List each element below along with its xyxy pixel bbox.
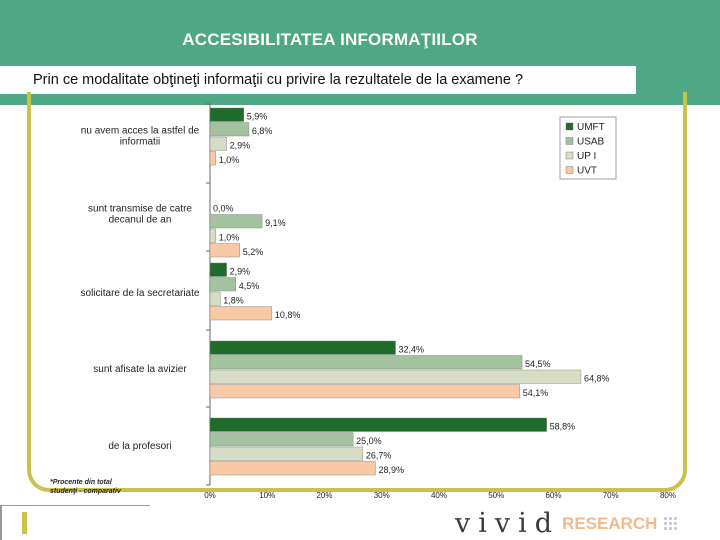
x-tick-label: 10% [259, 491, 275, 500]
footnote-line-1: *Procente din total [50, 479, 112, 486]
slide-title: ACCESIBILITATEA INFORMAŢIILOR [182, 30, 478, 49]
x-tick-label: 20% [316, 491, 332, 500]
bar [209, 432, 354, 447]
bar [209, 277, 236, 292]
x-tick-label: 30% [374, 491, 390, 500]
data-label: 1,0% [219, 155, 240, 165]
category-label: solicitare de la secretariate [81, 288, 200, 299]
data-label: 54,5% [525, 359, 551, 369]
bar [209, 107, 244, 122]
category-label: decanul de an [109, 215, 172, 226]
bar [209, 151, 216, 166]
brand-research-text: RESEARCH [562, 513, 658, 533]
brand-vivid-text: vivid [455, 508, 561, 539]
x-tick-label: 50% [488, 491, 504, 500]
bar [209, 417, 547, 432]
x-tick-label: 70% [603, 491, 619, 500]
data-label: 32,4% [398, 345, 424, 355]
bar [209, 355, 523, 370]
legend-label: UP I [577, 151, 596, 162]
legend-swatch [565, 166, 574, 174]
bar [209, 369, 582, 384]
data-label: 54,1% [523, 388, 549, 398]
slide-subtitle: Prin ce modalitate obţineţi informaţii c… [0, 66, 636, 94]
x-tick-label: 60% [545, 491, 561, 500]
data-label: 9,1% [265, 218, 286, 228]
legend-swatch [565, 122, 574, 131]
category-label: sunt afisate la avizier [93, 364, 187, 375]
data-label: 5,2% [243, 247, 264, 257]
data-label: 5,9% [247, 112, 268, 122]
data-label: 10,8% [275, 310, 301, 320]
bar [209, 214, 263, 229]
footnote: *Procente din total studenţi - comparati… [50, 478, 121, 496]
bar [209, 262, 227, 277]
data-label: 25,0% [356, 436, 382, 446]
x-tick-label: 40% [431, 491, 447, 500]
bar [209, 291, 221, 306]
data-label: 0,0% [213, 204, 234, 214]
footer-accent-mark [22, 512, 27, 534]
data-label: 26,7% [366, 451, 392, 461]
x-tick-label: 80% [660, 491, 676, 500]
x-tick-label: 0% [204, 491, 216, 500]
data-label: 1,0% [219, 233, 240, 243]
bar [209, 228, 216, 243]
data-label: 2,9% [230, 141, 251, 151]
category-label: nu avem acces la astfel de [81, 126, 200, 137]
bar [209, 340, 396, 355]
legend-label: USAB [577, 137, 605, 148]
data-label: 4,5% [239, 281, 260, 291]
bar [209, 306, 273, 321]
footnote-line-2: studenţi - comparativ [50, 488, 121, 495]
data-label: 58,8% [550, 422, 576, 432]
footer-divider [0, 505, 150, 506]
content-frame [27, 92, 687, 492]
brand-logo: vivid RESEARCH [455, 508, 680, 539]
legend-label: UVT [577, 166, 597, 177]
data-label: 2,9% [230, 267, 251, 277]
legend-label: UMFT [577, 122, 605, 133]
data-label: 6,8% [252, 126, 273, 136]
bar [209, 136, 227, 151]
bar [209, 384, 520, 399]
bar [209, 446, 364, 461]
data-label: 28,9% [378, 465, 404, 475]
category-label: informatii [120, 137, 161, 148]
bar [209, 243, 240, 258]
data-label: 1,8% [223, 296, 244, 306]
category-label: sunt transmise de catre [88, 204, 192, 215]
bar [209, 461, 376, 476]
legend-swatch [565, 137, 574, 145]
data-label: 64,8% [584, 374, 610, 384]
bar [209, 122, 250, 137]
footer-divider-vertical [0, 506, 2, 540]
legend-swatch [565, 151, 574, 160]
brand-dots-icon [663, 515, 680, 532]
category-label: de la profesori [108, 441, 171, 452]
